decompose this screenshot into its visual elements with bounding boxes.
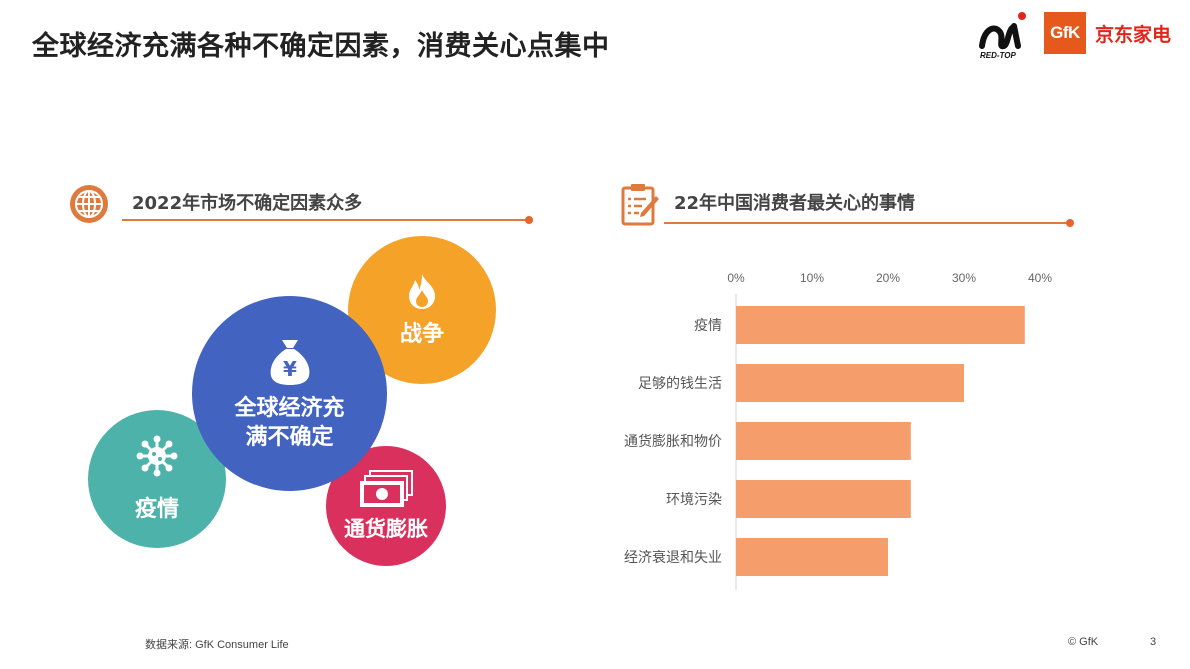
right-section-title: 22年中国消费者最关心的事情 (674, 193, 916, 214)
left-section-title: 2022年市场不确定因素众多 (132, 193, 363, 214)
clipboard-edit-icon (621, 184, 659, 226)
x-tick-label: 20% (876, 271, 900, 285)
category-label: 经济衰退和失业 (624, 549, 722, 566)
bubble-epidemic-label: 疫情 (134, 497, 179, 522)
banknotes-icon (360, 470, 413, 507)
bar (736, 422, 911, 460)
right-section-divider (664, 222, 1070, 224)
x-tick-label: 0% (727, 271, 745, 285)
category-label: 环境污染 (666, 492, 722, 508)
bar (736, 364, 964, 402)
bubble-global-economy-line1: 全球经济充 (234, 395, 345, 421)
money-bag-icon: ¥ (270, 339, 309, 385)
left-section-divider (122, 219, 528, 221)
bubble-global-economy: ¥ 全球经济充 满不确定 (192, 296, 387, 491)
page-number: 3 (1150, 636, 1157, 648)
bar (736, 538, 888, 576)
fire-icon (409, 274, 435, 309)
redtop-logo-text: RED-TOP (980, 51, 1017, 60)
bubble-global-economy-line2: 满不确定 (245, 424, 334, 450)
footer-copyright: © GfK (1068, 636, 1099, 648)
globe-icon (70, 185, 108, 223)
category-label: 通货膨胀和物价 (624, 433, 722, 450)
right-section-divider-dot (1066, 219, 1074, 227)
x-tick-label: 30% (952, 271, 976, 285)
gfk-logo: GfK (1044, 12, 1086, 54)
virus-icon (136, 435, 178, 477)
footer-source: 数据来源: GfK Consumer Life (145, 639, 289, 651)
bubble-war-label: 战争 (399, 322, 444, 347)
category-label: 疫情 (694, 318, 722, 334)
category-label: 足够的钱生活 (638, 376, 722, 392)
x-tick-label: 10% (800, 271, 824, 285)
redtop-logo: RED-TOP (979, 12, 1026, 60)
jd-appliance-logo: 京东家电 (1095, 24, 1172, 46)
svg-text:¥: ¥ (283, 357, 297, 381)
page-title: 全球经济充满各种不确定因素，消费关心点集中 (32, 31, 610, 62)
bar (736, 306, 1025, 344)
left-section-divider-dot (525, 216, 533, 224)
bubble-inflation-label: 通货膨胀 (344, 517, 428, 541)
x-tick-label: 40% (1028, 271, 1052, 285)
bar (736, 480, 911, 518)
